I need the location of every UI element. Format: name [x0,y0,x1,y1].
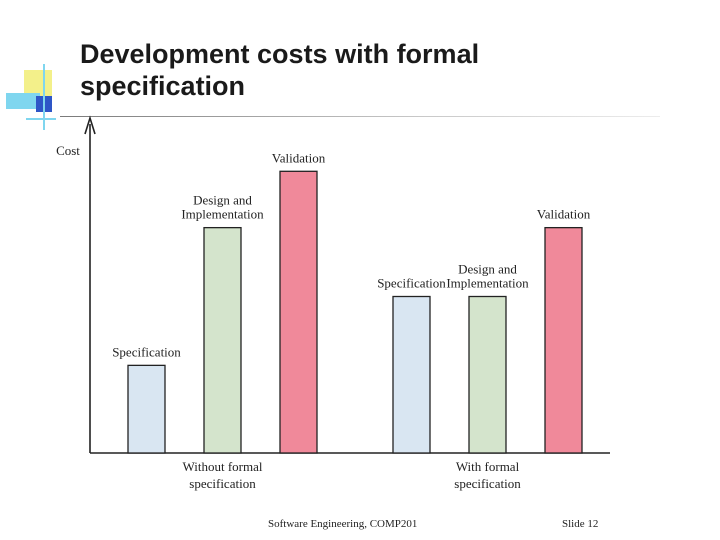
y-axis-arrow [84,115,96,135]
bar-label-without-validation: Validation [272,150,326,165]
footer-course: Software Engineering, COMP201 [268,518,418,530]
slide-label: Slide [562,518,585,530]
title-rule [60,116,660,117]
bar-label-without-design: Design and Implementation [181,193,264,222]
bar-without-design [203,226,242,454]
page-title: Development costs with formal specificat… [80,38,640,102]
page-title-line-2: specification [80,71,246,101]
bar-with-specification [392,295,431,454]
page-title-line-1: Development costs with formal [80,39,480,69]
group-label-without-formal: Without formal specification [183,459,263,491]
bar-label-without-specification: Specification [112,344,181,359]
y-axis-label: Cost [56,143,80,158]
group-label-with-formal: With formal specification [454,459,521,491]
decor-cyan-square [6,93,40,109]
bar-label-with-design: Design and Implementation [446,262,529,291]
bar-without-validation [279,170,318,454]
bar-with-design [468,295,507,454]
decor-horizontal-line [26,118,56,120]
footer-slide-number: Slide 12 [562,518,598,530]
bar-without-specification [127,364,166,454]
decor-vertical-line [43,64,45,130]
bar-label-with-validation: Validation [537,207,591,222]
slide-number: 12 [587,518,599,530]
bar-label-with-specification: Specification [377,276,446,291]
bar-with-validation [544,226,583,454]
